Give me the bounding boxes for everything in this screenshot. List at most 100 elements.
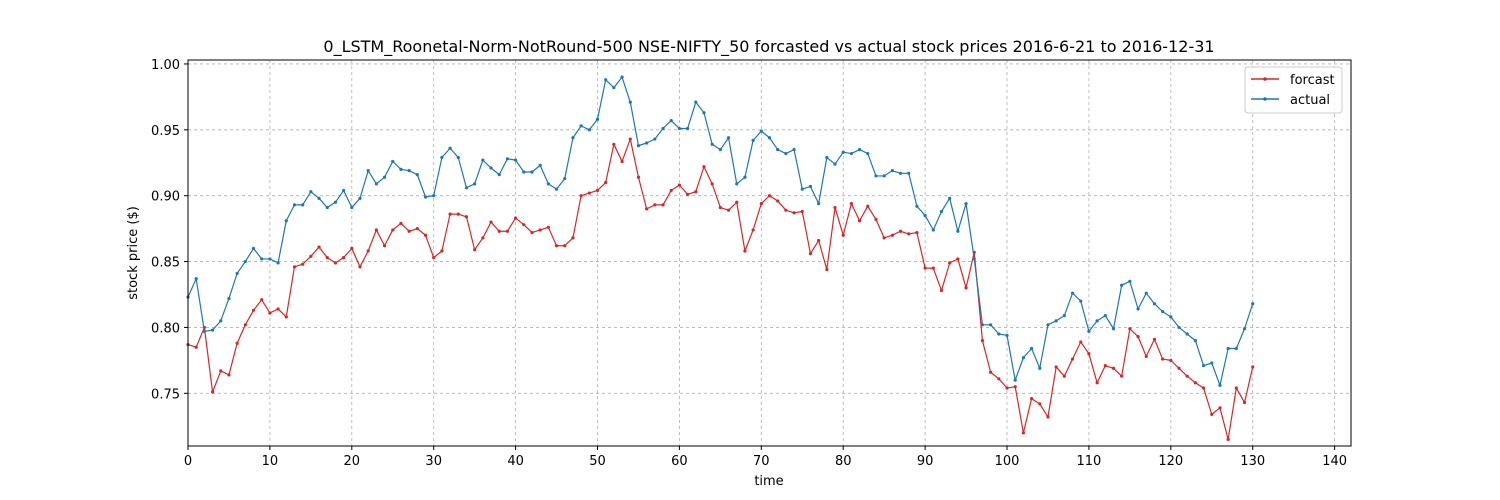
x-tick-label: 130: [1240, 454, 1265, 469]
legend-actual-label: actual: [1290, 93, 1330, 108]
data-point-actual: [1054, 319, 1058, 323]
data-point-forcast: [415, 227, 419, 231]
data-point-actual: [931, 228, 935, 232]
data-point-forcast: [432, 256, 436, 260]
data-point-forcast: [464, 215, 469, 219]
data-point-actual: [399, 167, 403, 171]
data-point-actual: [628, 100, 632, 104]
data-point-actual: [874, 174, 878, 178]
data-point-forcast: [301, 262, 305, 266]
legend-forcast-label: forcast: [1290, 73, 1335, 88]
x-tick-label: 0: [184, 454, 192, 469]
data-point-actual: [792, 147, 796, 152]
data-point-forcast: [1038, 402, 1042, 406]
data-point-forcast: [489, 220, 493, 224]
data-point-forcast: [948, 261, 952, 265]
data-point-actual: [1242, 327, 1247, 331]
data-point-forcast: [1005, 386, 1009, 390]
data-point-forcast: [653, 203, 657, 207]
data-point-forcast: [628, 137, 632, 141]
legend-actual-marker: [1263, 97, 1267, 101]
data-point-forcast: [718, 205, 722, 210]
data-point-actual: [677, 126, 682, 131]
data-point-forcast: [694, 190, 698, 194]
data-point-actual: [415, 173, 419, 177]
data-point-forcast: [579, 194, 583, 198]
data-point-actual: [1062, 313, 1066, 318]
data-point-forcast: [980, 339, 985, 343]
plot-area: [188, 60, 1351, 446]
data-point-forcast: [276, 307, 280, 311]
data-point-forcast: [1029, 396, 1034, 401]
y-tick-label: 0.80: [151, 321, 180, 336]
chart-title: 0_LSTM_Roonetal-Norm-NotRound-500 NSE-NI…: [323, 37, 1214, 57]
data-point-forcast: [915, 230, 919, 235]
data-point-forcast: [514, 216, 518, 220]
data-point-forcast: [538, 228, 542, 232]
y-tick-label: 0.95: [151, 124, 180, 139]
data-point-actual: [1210, 361, 1214, 365]
data-point-actual: [489, 166, 493, 170]
data-point-actual: [358, 196, 362, 200]
data-point-actual: [800, 187, 804, 191]
data-point-actual: [948, 196, 952, 200]
data-point-forcast: [554, 244, 559, 248]
data-point-actual: [235, 271, 239, 276]
data-point-forcast: [595, 188, 600, 193]
data-point-actual: [1005, 333, 1009, 337]
x-tick-label: 100: [995, 454, 1020, 469]
data-point-forcast: [1128, 327, 1132, 331]
data-point-forcast: [808, 252, 813, 256]
data-point-actual: [391, 159, 395, 164]
data-point-actual: [1193, 339, 1197, 343]
data-point-forcast: [882, 236, 886, 240]
data-point-actual: [579, 124, 583, 128]
data-point-forcast: [1062, 374, 1066, 378]
data-point-actual: [1021, 356, 1025, 360]
data-point-forcast: [612, 142, 616, 146]
data-point-forcast: [989, 370, 993, 374]
data-point-actual: [898, 171, 903, 175]
data-point-forcast: [342, 256, 346, 260]
data-point-actual: [407, 169, 411, 173]
data-point-actual: [636, 144, 641, 148]
data-point-actual: [767, 136, 772, 140]
data-point-actual: [726, 136, 731, 140]
data-point-forcast: [997, 377, 1001, 381]
data-point-actual: [587, 128, 591, 132]
data-point-forcast: [735, 200, 739, 204]
data-point-actual: [743, 175, 747, 179]
data-point-actual: [1120, 283, 1124, 287]
data-point-forcast: [571, 236, 575, 240]
data-point-forcast: [292, 265, 297, 269]
data-point-actual: [1226, 346, 1230, 351]
data-point-forcast: [907, 232, 911, 236]
data-point-actual: [554, 187, 559, 191]
data-point-forcast: [546, 225, 550, 229]
data-point-actual: [563, 176, 567, 181]
data-point-forcast: [1177, 366, 1181, 370]
data-point-forcast: [219, 369, 223, 373]
data-point-forcast: [661, 203, 665, 207]
data-point-actual: [317, 196, 321, 200]
x-axis-label: time: [754, 474, 783, 489]
data-point-forcast: [1201, 386, 1206, 390]
y-tick-label: 1.00: [151, 58, 180, 73]
legend: forcast actual: [1244, 66, 1343, 114]
data-point-actual: [219, 319, 223, 323]
data-point-actual: [333, 200, 338, 204]
y-tick-label: 0.85: [151, 256, 180, 271]
data-point-forcast: [481, 236, 485, 240]
data-point-actual: [514, 158, 518, 162]
data-point-actual: [497, 173, 501, 177]
data-point-actual: [849, 151, 854, 156]
data-point-actual: [612, 86, 616, 90]
x-tick-label: 60: [671, 454, 688, 469]
data-point-actual: [1152, 302, 1157, 306]
data-point-forcast: [1013, 385, 1017, 389]
data-point-forcast: [505, 229, 510, 233]
data-point-forcast: [448, 212, 452, 216]
data-point-forcast: [317, 245, 321, 249]
data-point-forcast: [620, 159, 624, 164]
data-point-forcast: [309, 254, 313, 258]
